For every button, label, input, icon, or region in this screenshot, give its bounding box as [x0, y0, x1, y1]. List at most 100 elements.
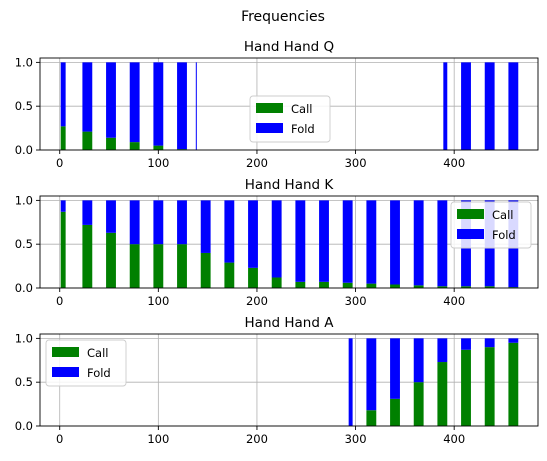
bar-fold: [129, 62, 140, 143]
y-tick-label: 0.5: [15, 375, 33, 389]
bar-call: [437, 286, 448, 288]
x-tick-label: 300: [345, 156, 367, 170]
bar-fold: [461, 62, 471, 150]
legend-swatch-fold: [256, 123, 283, 133]
bar-fold: [348, 338, 353, 426]
x-tick-label: 300: [345, 432, 367, 446]
bar-call: [177, 244, 187, 288]
x-tick-label: 200: [246, 432, 268, 446]
y-tick-label: 0.0: [15, 419, 33, 433]
x-tick-label: 400: [443, 156, 465, 170]
bar-call: [129, 142, 140, 150]
bar-fold: [342, 200, 353, 283]
bar-fold: [413, 200, 424, 286]
y-tick-label: 0.5: [15, 99, 33, 113]
bar-call: [437, 362, 448, 426]
bar-call: [153, 244, 164, 288]
chart-title-hand-k: Hand Hand K: [245, 177, 335, 193]
bar-call: [461, 349, 471, 426]
bar-call: [484, 347, 495, 426]
bar-call: [390, 398, 400, 426]
bar-call: [484, 286, 495, 288]
bar-fold: [484, 62, 495, 150]
bar-call: [366, 283, 377, 288]
legend-label-fold: Fold: [87, 366, 111, 380]
y-tick-label: 0.0: [15, 281, 33, 295]
bar-call: [129, 244, 140, 288]
bar-call: [366, 410, 377, 426]
bar-fold: [153, 200, 164, 245]
bar-fold: [200, 200, 211, 253]
bar-call: [82, 224, 93, 288]
x-tick-label: 400: [443, 294, 465, 308]
x-tick-label: 400: [443, 432, 465, 446]
bar-fold: [129, 200, 140, 245]
bar-call: [319, 281, 329, 288]
legend-hand-a: Call Fold: [45, 339, 127, 387]
bar-fold: [390, 200, 400, 285]
bar-fold: [413, 338, 424, 383]
bar-call: [200, 252, 211, 288]
y-tick-label: 1.0: [15, 193, 33, 207]
bar-fold: [60, 62, 66, 127]
x-tick-label: 0: [56, 432, 63, 446]
legend-box: [249, 95, 331, 143]
bar-call: [60, 211, 66, 288]
bar-call: [508, 342, 519, 426]
bar-fold: [177, 62, 187, 150]
x-tick-label: 0: [56, 156, 63, 170]
bar-fold: [248, 200, 258, 268]
x-tick-label: 300: [345, 294, 367, 308]
bar-call: [342, 282, 353, 288]
bar-call: [82, 131, 93, 150]
bar-call: [413, 285, 424, 288]
bar-fold: [319, 200, 329, 282]
bar-fold: [271, 200, 282, 278]
x-tick-label: 100: [147, 156, 169, 170]
bar-call: [153, 145, 164, 150]
x-tick-label: 100: [147, 432, 169, 446]
bar-fold: [295, 200, 306, 282]
chart-title-hand-q: Hand Hand Q: [244, 39, 334, 55]
bar-call: [106, 137, 116, 150]
figure-title: Frequencies: [241, 9, 325, 25]
legend-label-call: Call: [492, 208, 513, 222]
bar-fold: [366, 200, 377, 284]
chart-panel-hand-q: Hand Hand Q 0 100 200 300 400 0.0 0.5 1.0 Call Fol…: [15, 39, 539, 170]
legend-swatch-fold: [52, 367, 79, 377]
legend-swatch-fold: [457, 229, 484, 239]
bar-fold: [461, 338, 471, 350]
bar-fold: [437, 200, 448, 287]
legend-swatch-call: [256, 103, 283, 113]
bar-fold: [82, 200, 93, 225]
x-tick-label: 200: [246, 156, 268, 170]
x-tick-label: 0: [56, 294, 63, 308]
bar-call: [271, 277, 282, 288]
bar-fold: [106, 200, 116, 233]
legend-hand-q: Call Fold: [249, 95, 331, 143]
bar-fold: [443, 62, 448, 150]
legend-hand-k: Call Fold: [450, 201, 532, 249]
x-tick-label: 100: [147, 294, 169, 308]
bar-fold: [82, 62, 93, 132]
bar-fold: [224, 200, 235, 263]
bar-fold: [508, 62, 519, 150]
y-tick-label: 0.5: [15, 237, 33, 251]
bar-call: [413, 382, 424, 426]
bar-fold: [366, 338, 377, 411]
chart-panel-hand-k: Hand Hand K 0 100 200 300 400 0.0 0.5 1.0 Call Fol…: [15, 177, 539, 308]
bar-call: [248, 267, 258, 288]
bar-call: [224, 262, 235, 288]
y-tick-label: 0.0: [15, 143, 33, 157]
y-tick-label: 1.0: [15, 55, 33, 69]
y-tick-label: 1.0: [15, 331, 33, 345]
bar-fold: [106, 62, 116, 138]
bar-call: [106, 232, 116, 288]
bar-fold: [60, 200, 66, 212]
bar-fold: [508, 338, 519, 343]
legend-box: [45, 339, 127, 387]
chart-panel-hand-a: Hand Hand A 0 100 200 300 400 0.0 0.5 1.0 Call Fol…: [15, 315, 539, 446]
bar-call: [461, 286, 471, 288]
bar-fold: [153, 62, 164, 146]
